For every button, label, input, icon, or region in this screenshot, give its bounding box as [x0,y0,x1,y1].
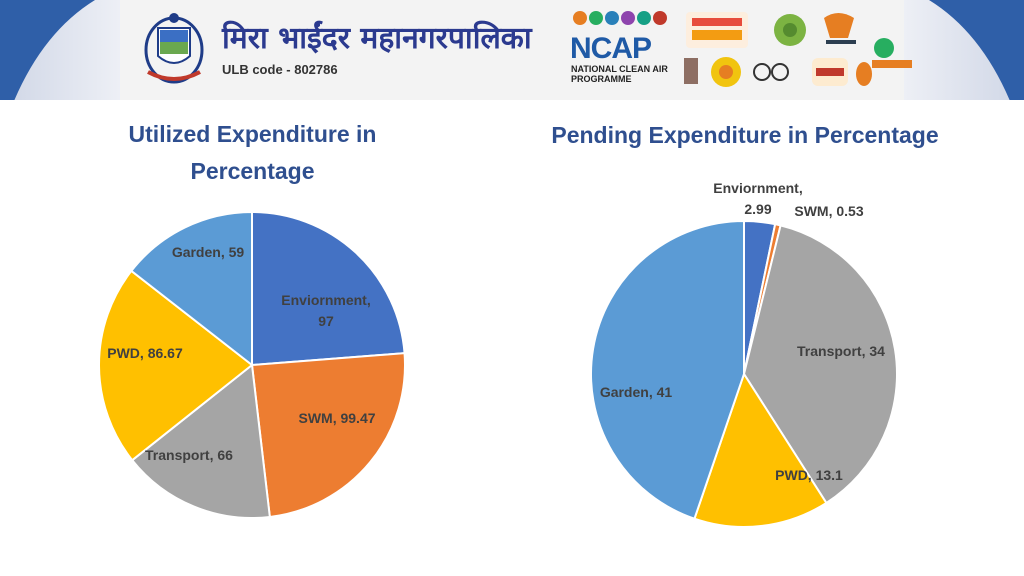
pie-label-garden: Garden, 41 [600,384,673,400]
partner-logos [573,11,912,87]
pie-label-pwd: PWD, 13.1 [775,467,843,483]
pie-label-swm: SWM, 0.53 [794,203,863,219]
virus-icon [774,14,806,46]
pie-label-enviornment: Enviornment, [713,180,802,196]
pie-slice-garden [590,219,745,521]
pending-chart-title: Pending Expenditure in Percentage [551,122,939,148]
pie-label-enviornment: 97 [318,313,334,329]
header-banner [0,0,1024,100]
ncap-title: NCAP [570,32,652,65]
life-logo [872,38,912,68]
org-name: मिरा भाईंदर महानगरपालिका [222,21,532,56]
pie-label-swm: SWM, 99.47 [298,410,375,426]
glasses-logo [753,63,789,81]
pie-label-transport: Transport, 34 [797,343,885,359]
pie-slice-garden [129,210,253,368]
pie-slice-swm [250,352,406,519]
pie-slice-pwd [98,269,254,462]
badge-logo [812,58,848,86]
pie-slice-enviornment [251,210,406,367]
mbmc-crest-logo [144,13,204,84]
pie-label-pwd: PWD, 86.67 [107,345,183,361]
footprint-logo [856,62,872,86]
pie-slice-pwd [693,371,828,528]
swachh-survekshan-logo [686,12,748,48]
pie-label-enviornment: 2.99 [744,201,771,217]
mission-logo [824,13,856,44]
pie-label-enviornment: Enviornment, [281,292,370,308]
sun-logo [711,57,741,87]
pie-label-transport: Transport, 66 [145,447,233,463]
ncap-subtitle: NATIONAL CLEAN AIR PROGRAMME [571,64,668,84]
pie-label-garden: Garden, 59 [172,244,245,260]
pie-slice-transport [130,363,271,519]
utilized-chart-title: Utilized Expenditure in Percentage [128,121,377,184]
emblem-logo [684,58,698,84]
ncap-icons-row [573,11,667,25]
ulb-code: ULB code - 802786 [222,62,338,77]
